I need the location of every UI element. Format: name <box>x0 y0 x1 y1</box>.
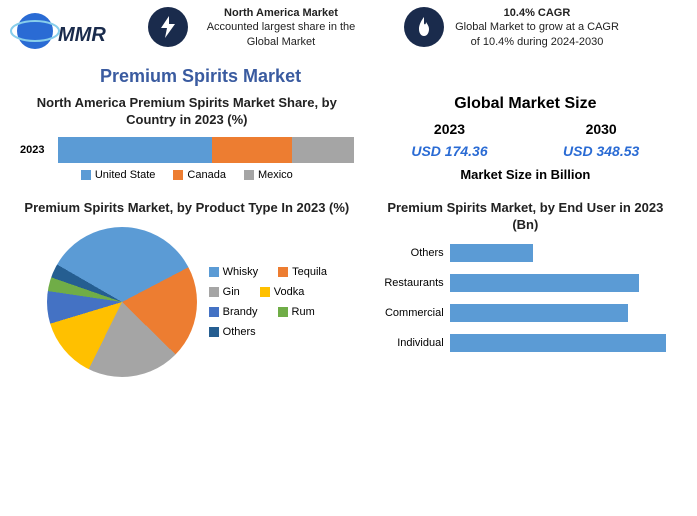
legend-swatch <box>209 267 219 277</box>
legend-swatch <box>278 267 288 277</box>
eu-row: Commercial <box>374 304 677 322</box>
legend-swatch <box>209 307 219 317</box>
eu-row: Restaurants <box>374 274 677 292</box>
product-type-legend: Whisky Tequila Gin Vodka Brandy Rum Others <box>209 266 327 338</box>
row-1: North America Premium Spirits Market Sha… <box>0 95 697 182</box>
legend-label: Tequila <box>292 266 327 278</box>
product-type-pie <box>47 227 197 377</box>
gms-val-b: USD 348.53 <box>563 143 639 159</box>
na-share-chart: 2023 United State Canada Mexico <box>20 137 354 181</box>
legend-swatch <box>278 307 288 317</box>
eu-bar <box>450 304 628 322</box>
na-seg-canada <box>212 137 292 163</box>
pie-legend-row: Gin Vodka <box>209 286 327 298</box>
na-legend-item: Mexico <box>244 169 293 181</box>
pie-legend-item: Gin <box>209 286 240 298</box>
legend-swatch <box>260 287 270 297</box>
pie-wrap: Whisky Tequila Gin Vodka Brandy Rum Others <box>20 227 354 377</box>
na-share-track <box>58 137 354 163</box>
gms-val-a: USD 174.36 <box>411 143 487 159</box>
legend-swatch <box>209 287 219 297</box>
na-share-legend: United State Canada Mexico <box>20 169 354 181</box>
legend-swatch <box>173 170 183 180</box>
pie-legend-row: Others <box>209 326 327 338</box>
na-share-panel: North America Premium Spirits Market Sha… <box>20 95 354 182</box>
bolt-icon <box>148 7 188 47</box>
info-block-cagr: 10.4% CAGR Global Market to grow at a CA… <box>404 6 622 49</box>
info-title-1: North America Market <box>224 7 338 19</box>
pie-legend-row: Whisky Tequila <box>209 266 327 278</box>
na-seg-united-state <box>58 137 212 163</box>
eu-track <box>450 244 677 262</box>
legend-label: Whisky <box>223 266 258 278</box>
na-legend-item: Canada <box>173 169 226 181</box>
legend-label: Others <box>223 326 256 338</box>
info-title-2: 10.4% CAGR <box>504 7 571 19</box>
na-share-bar-row: 2023 <box>20 137 354 163</box>
info-body-1: Accounted largest share in the Global Ma… <box>207 21 356 47</box>
legend-swatch <box>209 327 219 337</box>
gms-years: 2023 2030 <box>374 121 677 137</box>
legend-label: Mexico <box>258 169 293 181</box>
eu-bar <box>450 334 666 352</box>
pie-legend-item: Others <box>209 326 256 338</box>
na-legend-item: United State <box>81 169 156 181</box>
info-text-cagr: 10.4% CAGR Global Market to grow at a CA… <box>452 6 622 49</box>
na-seg-mexico <box>292 137 354 163</box>
eu-track <box>450 274 677 292</box>
legend-label: United State <box>95 169 156 181</box>
pie-legend-item: Brandy <box>209 306 258 318</box>
end-user-panel: Premium Spirits Market, by End User in 2… <box>374 200 677 377</box>
pie-legend-item: Whisky <box>209 266 258 278</box>
pie-legend-item: Tequila <box>278 266 327 278</box>
info-text-region: North America Market Accounted largest s… <box>196 6 366 49</box>
gms-year-b: 2030 <box>586 121 617 137</box>
legend-swatch <box>244 170 254 180</box>
gms-title: Global Market Size <box>374 95 677 113</box>
legend-label: Brandy <box>223 306 258 318</box>
pie-legend-item: Rum <box>278 306 315 318</box>
legend-label: Canada <box>187 169 226 181</box>
eu-row: Individual <box>374 334 677 352</box>
eu-label: Others <box>374 247 444 259</box>
product-type-panel: Premium Spirits Market, by Product Type … <box>20 200 354 377</box>
legend-swatch <box>81 170 91 180</box>
legend-label: Gin <box>223 286 240 298</box>
pie-legend-row: Brandy Rum <box>209 306 327 318</box>
mmr-logo: MMR <box>10 6 110 56</box>
row-2: Premium Spirits Market, by Product Type … <box>0 200 697 377</box>
main-title: Premium Spirits Market <box>0 66 697 87</box>
na-share-title: North America Premium Spirits Market Sha… <box>20 95 354 129</box>
gms-year-a: 2023 <box>434 121 465 137</box>
legend-label: Rum <box>292 306 315 318</box>
flame-icon <box>404 7 444 47</box>
header: MMR North America Market Accounted large… <box>0 0 697 62</box>
eu-track <box>450 304 677 322</box>
eu-bar <box>450 244 533 262</box>
global-market-size-panel: Global Market Size 2023 2030 USD 174.36 … <box>374 95 677 182</box>
eu-label: Commercial <box>374 307 444 319</box>
eu-label: Individual <box>374 337 444 349</box>
end-user-chart: Others Restaurants Commercial Individual <box>374 244 677 352</box>
product-type-title: Premium Spirits Market, by Product Type … <box>20 200 354 217</box>
svg-text:MMR: MMR <box>58 24 106 46</box>
eu-label: Restaurants <box>374 277 444 289</box>
info-block-region: North America Market Accounted largest s… <box>148 6 366 49</box>
eu-row: Others <box>374 244 677 262</box>
pie-legend-item: Vodka <box>260 286 305 298</box>
na-share-row-label: 2023 <box>20 144 52 156</box>
eu-bar <box>450 274 639 292</box>
end-user-title: Premium Spirits Market, by End User in 2… <box>374 200 677 234</box>
info-body-2: Global Market to grow at a CAGR of 10.4%… <box>455 21 619 47</box>
gms-values: USD 174.36 USD 348.53 <box>374 143 677 159</box>
eu-track <box>450 334 677 352</box>
gms-subtitle: Market Size in Billion <box>374 167 677 182</box>
legend-label: Vodka <box>274 286 305 298</box>
